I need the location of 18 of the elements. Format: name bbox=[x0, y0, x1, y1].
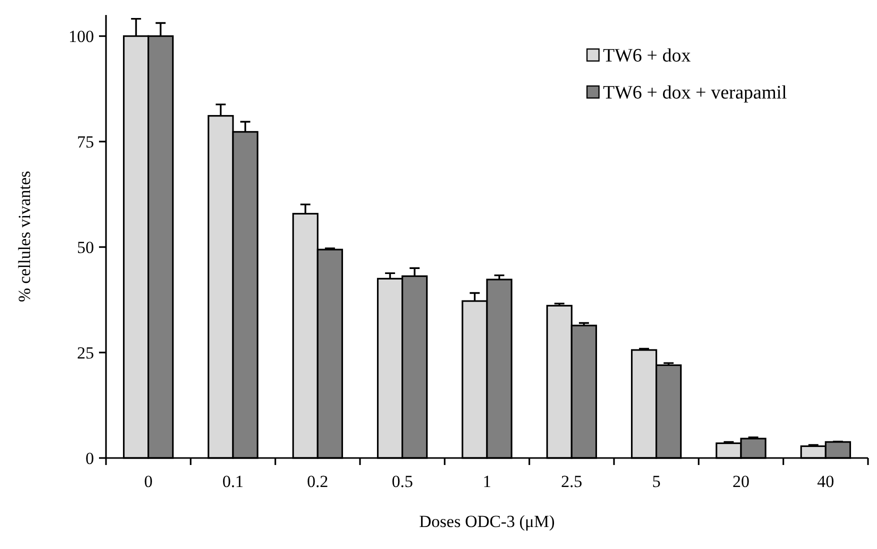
y-tick-label: 50 bbox=[77, 238, 94, 257]
x-tick-label: 0.1 bbox=[222, 472, 244, 491]
x-tick-label: 5 bbox=[652, 472, 661, 491]
x-tick-label: 0.2 bbox=[307, 472, 328, 491]
x-tick-label: 1 bbox=[482, 472, 492, 491]
y-tick-label: 25 bbox=[77, 343, 94, 362]
x-axis-title: Doses ODC-3 (μM) bbox=[419, 512, 555, 531]
x-tick-label: 0.5 bbox=[392, 472, 413, 491]
x-tick-label: 20 bbox=[732, 472, 750, 491]
y-tick-label: 100 bbox=[68, 27, 94, 46]
legend-label: TW6 + dox + verapamil bbox=[603, 82, 787, 104]
y-axis-title: % cellules vivantes bbox=[15, 170, 34, 302]
y-tick-label: 75 bbox=[77, 132, 94, 152]
legend-label: TW6 + dox bbox=[603, 46, 692, 67]
x-tick-label: 2.5 bbox=[561, 472, 582, 491]
x-tick-label: 40 bbox=[817, 472, 834, 491]
y-tick-label: 0 bbox=[86, 448, 94, 468]
x-tick-label: 0 bbox=[144, 472, 153, 491]
